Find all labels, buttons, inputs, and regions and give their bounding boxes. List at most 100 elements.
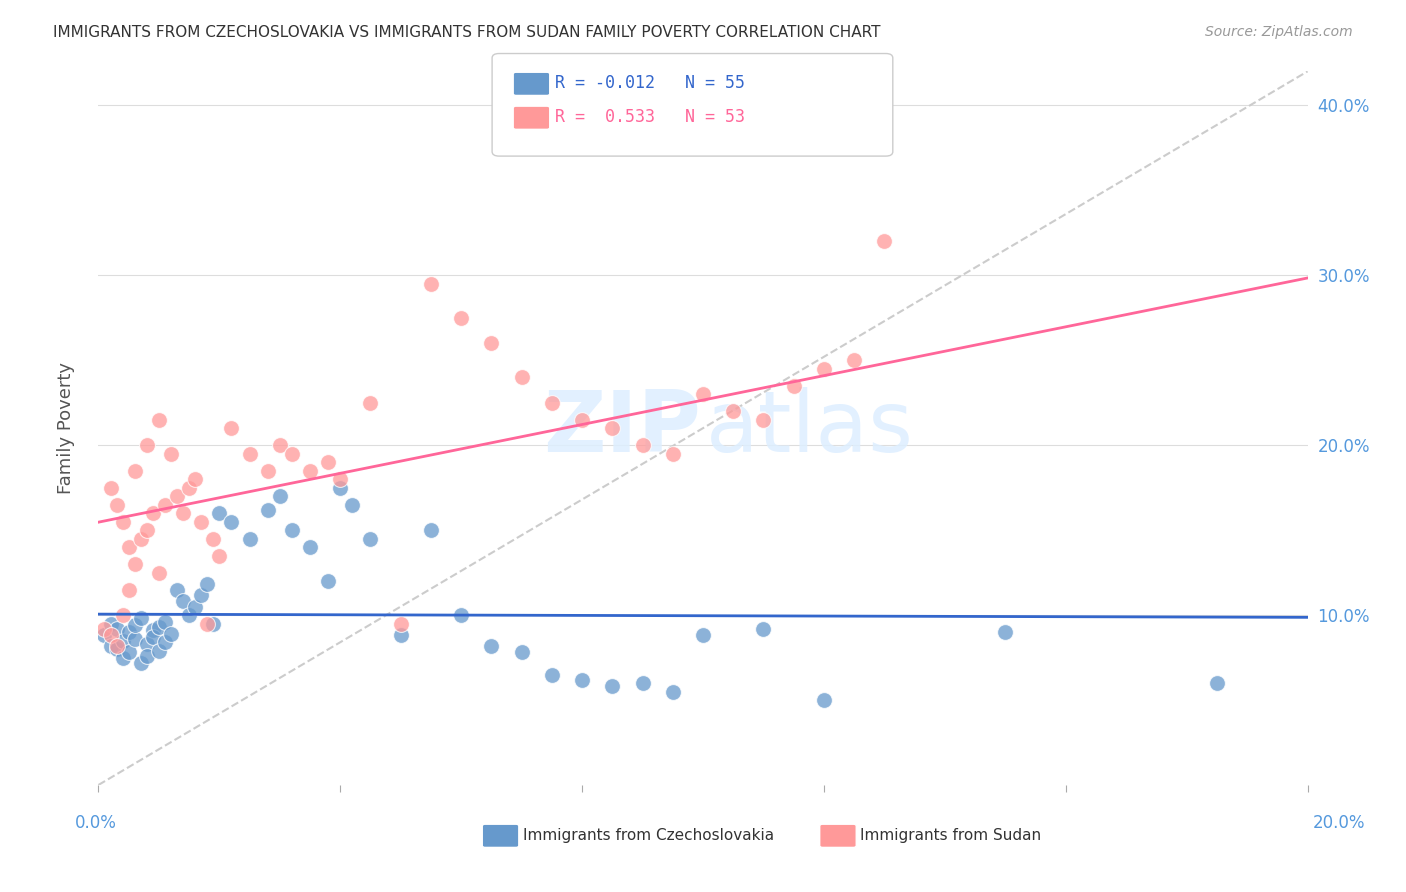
Point <box>540 395 562 409</box>
Point <box>118 625 141 640</box>
Point <box>813 361 835 376</box>
Point <box>723 404 745 418</box>
Point <box>93 628 115 642</box>
Point <box>813 693 835 707</box>
Y-axis label: Family Poverty: Family Poverty <box>56 362 75 494</box>
Point <box>142 624 165 638</box>
Point <box>360 532 382 546</box>
Point <box>111 650 134 665</box>
Point <box>129 656 152 670</box>
Point <box>111 608 134 623</box>
Point <box>118 540 141 554</box>
Point <box>100 628 122 642</box>
Point <box>540 667 562 681</box>
Point <box>184 599 207 614</box>
Point <box>148 412 170 426</box>
Point <box>105 639 128 653</box>
Point <box>179 481 201 495</box>
Point <box>602 421 624 435</box>
Point <box>148 644 170 658</box>
Point <box>148 566 170 580</box>
Point <box>752 622 775 636</box>
Point <box>329 481 352 495</box>
Point <box>692 387 714 401</box>
Point <box>195 616 218 631</box>
Text: atlas: atlas <box>706 386 914 470</box>
Point <box>135 523 157 537</box>
Text: R =  0.533   N = 53: R = 0.533 N = 53 <box>555 108 745 126</box>
Point <box>783 378 806 392</box>
Point <box>142 506 165 520</box>
Point <box>129 611 152 625</box>
Point <box>299 540 322 554</box>
Point <box>873 234 896 248</box>
Point <box>135 648 157 663</box>
Point <box>208 506 231 520</box>
Point <box>100 616 122 631</box>
Point <box>450 310 472 325</box>
Point <box>510 370 533 384</box>
Point <box>342 498 364 512</box>
Point <box>221 421 243 435</box>
Point <box>316 455 339 469</box>
Point <box>631 438 654 452</box>
Point <box>256 502 278 516</box>
Point <box>105 498 128 512</box>
Point <box>281 447 304 461</box>
Point <box>239 532 262 546</box>
Point <box>129 532 152 546</box>
Point <box>124 464 146 478</box>
Point <box>269 438 291 452</box>
Point <box>360 395 382 409</box>
Point <box>111 515 134 529</box>
Point <box>316 574 339 588</box>
Text: 20.0%: 20.0% <box>1312 814 1365 832</box>
Point <box>105 622 128 636</box>
Point <box>692 628 714 642</box>
Point <box>752 412 775 426</box>
Point <box>256 464 278 478</box>
Point <box>142 630 165 644</box>
Point <box>93 622 115 636</box>
Point <box>190 515 212 529</box>
Point <box>124 618 146 632</box>
Point <box>389 628 412 642</box>
Point <box>124 557 146 571</box>
Point <box>124 632 146 646</box>
Point <box>844 353 866 368</box>
Point <box>100 481 122 495</box>
Point <box>299 464 322 478</box>
Point <box>118 582 141 597</box>
Text: R = -0.012   N = 55: R = -0.012 N = 55 <box>555 74 745 92</box>
Text: ZIP: ZIP <box>543 386 700 470</box>
Point <box>510 645 533 659</box>
Point <box>389 616 412 631</box>
Point <box>450 608 472 623</box>
Point <box>135 637 157 651</box>
Point <box>202 616 225 631</box>
Point <box>111 633 134 648</box>
Point <box>179 608 201 623</box>
Point <box>160 447 183 461</box>
Point <box>602 680 624 694</box>
Point <box>166 489 188 503</box>
Point <box>571 673 593 687</box>
Text: Immigrants from Sudan: Immigrants from Sudan <box>860 829 1042 843</box>
Point <box>153 635 176 649</box>
Point <box>329 472 352 486</box>
Point <box>631 676 654 690</box>
Point <box>661 447 683 461</box>
Text: Source: ZipAtlas.com: Source: ZipAtlas.com <box>1205 25 1353 39</box>
Point <box>202 532 225 546</box>
Point <box>281 523 304 537</box>
Text: 0.0%: 0.0% <box>75 814 117 832</box>
Point <box>269 489 291 503</box>
Point <box>195 577 218 591</box>
Point <box>481 336 503 351</box>
Point <box>420 277 443 291</box>
Point <box>160 626 183 640</box>
Point <box>153 498 176 512</box>
Point <box>221 515 243 529</box>
Point <box>172 594 194 608</box>
Point <box>184 472 207 486</box>
